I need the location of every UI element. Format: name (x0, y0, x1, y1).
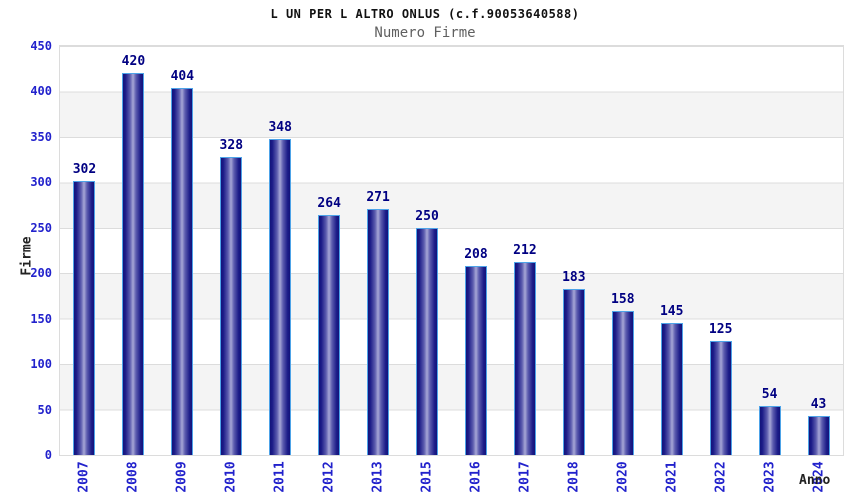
bar (220, 157, 243, 455)
bar-slot: 271 (354, 46, 403, 455)
bars-row: 302 420 404 328 348 264 271 250 208 212 183 158 145 1… (60, 46, 843, 455)
y-tick-label: 50 (37, 402, 52, 417)
x-tick-label: 2022 (713, 461, 729, 493)
bar-slot: 183 (549, 46, 598, 455)
x-tick-slot: 2007 (59, 456, 108, 498)
bar (269, 139, 292, 455)
bar-value-label: 302 (72, 162, 97, 177)
bar (807, 416, 830, 455)
bar-slot: 145 (647, 46, 696, 455)
bar (758, 406, 781, 455)
y-tick-label: 300 (30, 175, 52, 190)
x-tick-slot: 2022 (697, 456, 746, 498)
x-tick-slot: 2012 (304, 456, 353, 498)
x-tick-slot: 2018 (550, 456, 599, 498)
bar-slot: 348 (256, 46, 305, 455)
bar-value-label: 420 (121, 54, 146, 69)
x-tick-label: 2021 (664, 461, 680, 493)
bar-value-label: 328 (219, 138, 244, 153)
bar (73, 181, 96, 455)
x-tick-label: 2018 (566, 461, 582, 493)
y-tick-label: 400 (30, 84, 52, 99)
bar-value-label: 183 (562, 270, 586, 285)
x-tick-slot: 2017 (501, 456, 550, 498)
bar-slot: 54 (745, 46, 794, 455)
y-tick-label: 0 (44, 448, 52, 462)
bar-value-label: 404 (170, 69, 195, 84)
bar (318, 215, 341, 455)
bar (562, 289, 585, 455)
x-tick-label: 2013 (370, 461, 386, 493)
x-tick-slot: 2009 (157, 456, 206, 498)
x-tick-slot: 2020 (599, 456, 648, 498)
bar (416, 228, 439, 455)
bar-value-label: 43 (810, 397, 827, 412)
bar (367, 209, 390, 455)
bar-slot: 125 (696, 46, 745, 455)
bar-value-label: 125 (708, 322, 733, 337)
x-tick-slot: 2021 (648, 456, 697, 498)
bar-value-label: 208 (464, 247, 488, 262)
x-tick-slot: 2010 (206, 456, 255, 498)
bar (611, 311, 634, 455)
plot-area: 302 420 404 328 348 264 271 250 208 212 183 158 145 1… (59, 45, 844, 456)
x-axis-title: Anno (799, 473, 831, 488)
bar-value-label: 54 (761, 387, 778, 402)
chart-title: L UN PER L ALTRO ONLUS (c.f.90053640588) (270, 7, 580, 21)
y-tick-label: 350 (30, 129, 52, 144)
x-tick-slot: 2008 (108, 456, 157, 498)
y-tick-label: 450 (30, 39, 52, 53)
bar-value-label: 348 (268, 120, 292, 135)
bar (122, 73, 145, 455)
bar-value-label: 145 (659, 304, 684, 319)
chart-subtitle: Numero Firme (374, 25, 476, 41)
bar (660, 323, 683, 455)
bar-slot: 264 (305, 46, 354, 455)
x-tick-label: 2010 (223, 461, 239, 493)
bar (513, 262, 536, 455)
bar-value-label: 264 (317, 196, 341, 211)
x-tick-slot: 2023 (746, 456, 795, 498)
x-tick-label: 2023 (762, 461, 778, 493)
x-tick-slot: 2016 (452, 456, 501, 498)
y-tick-label: 150 (30, 311, 52, 326)
x-tick-label: 2007 (76, 461, 92, 493)
x-tick-slot: 2015 (402, 456, 451, 498)
x-tick-label: 2017 (517, 461, 533, 493)
bar-slot: 302 (60, 46, 109, 455)
x-tick-label: 2008 (125, 461, 141, 493)
x-axis: 2007 2008 2009 2010 2011 2012 2013 2015 2016 2017… (59, 456, 844, 498)
bar-slot: 208 (452, 46, 501, 455)
x-tick-label: 2009 (174, 461, 190, 493)
bar (464, 266, 487, 455)
bar (709, 341, 732, 455)
x-tick-label: 2015 (419, 461, 435, 493)
x-tick-label: 2020 (615, 461, 631, 493)
bar-slot: 404 (158, 46, 207, 455)
x-tick-slot: 2013 (353, 456, 402, 498)
bar-slot: 212 (500, 46, 549, 455)
x-tick-label: 2012 (321, 461, 337, 493)
bar-value-label: 158 (611, 292, 635, 307)
y-tick-label: 200 (30, 266, 52, 281)
bar-slot: 158 (598, 46, 647, 455)
bar-value-label: 212 (513, 243, 537, 258)
bar-value-label: 271 (366, 190, 390, 205)
y-tick-label: 250 (30, 220, 52, 235)
y-tick-label: 100 (30, 357, 52, 372)
bar-slot: 250 (403, 46, 452, 455)
bar-slot: 328 (207, 46, 256, 455)
x-tick-label: 2011 (272, 461, 288, 493)
bar-slot: 420 (109, 46, 158, 455)
x-tick-label: 2016 (468, 461, 484, 493)
bar-slot: 43 (794, 46, 843, 455)
bar-value-label: 250 (415, 209, 439, 224)
x-tick-slot: 2011 (255, 456, 304, 498)
bar (171, 88, 194, 455)
